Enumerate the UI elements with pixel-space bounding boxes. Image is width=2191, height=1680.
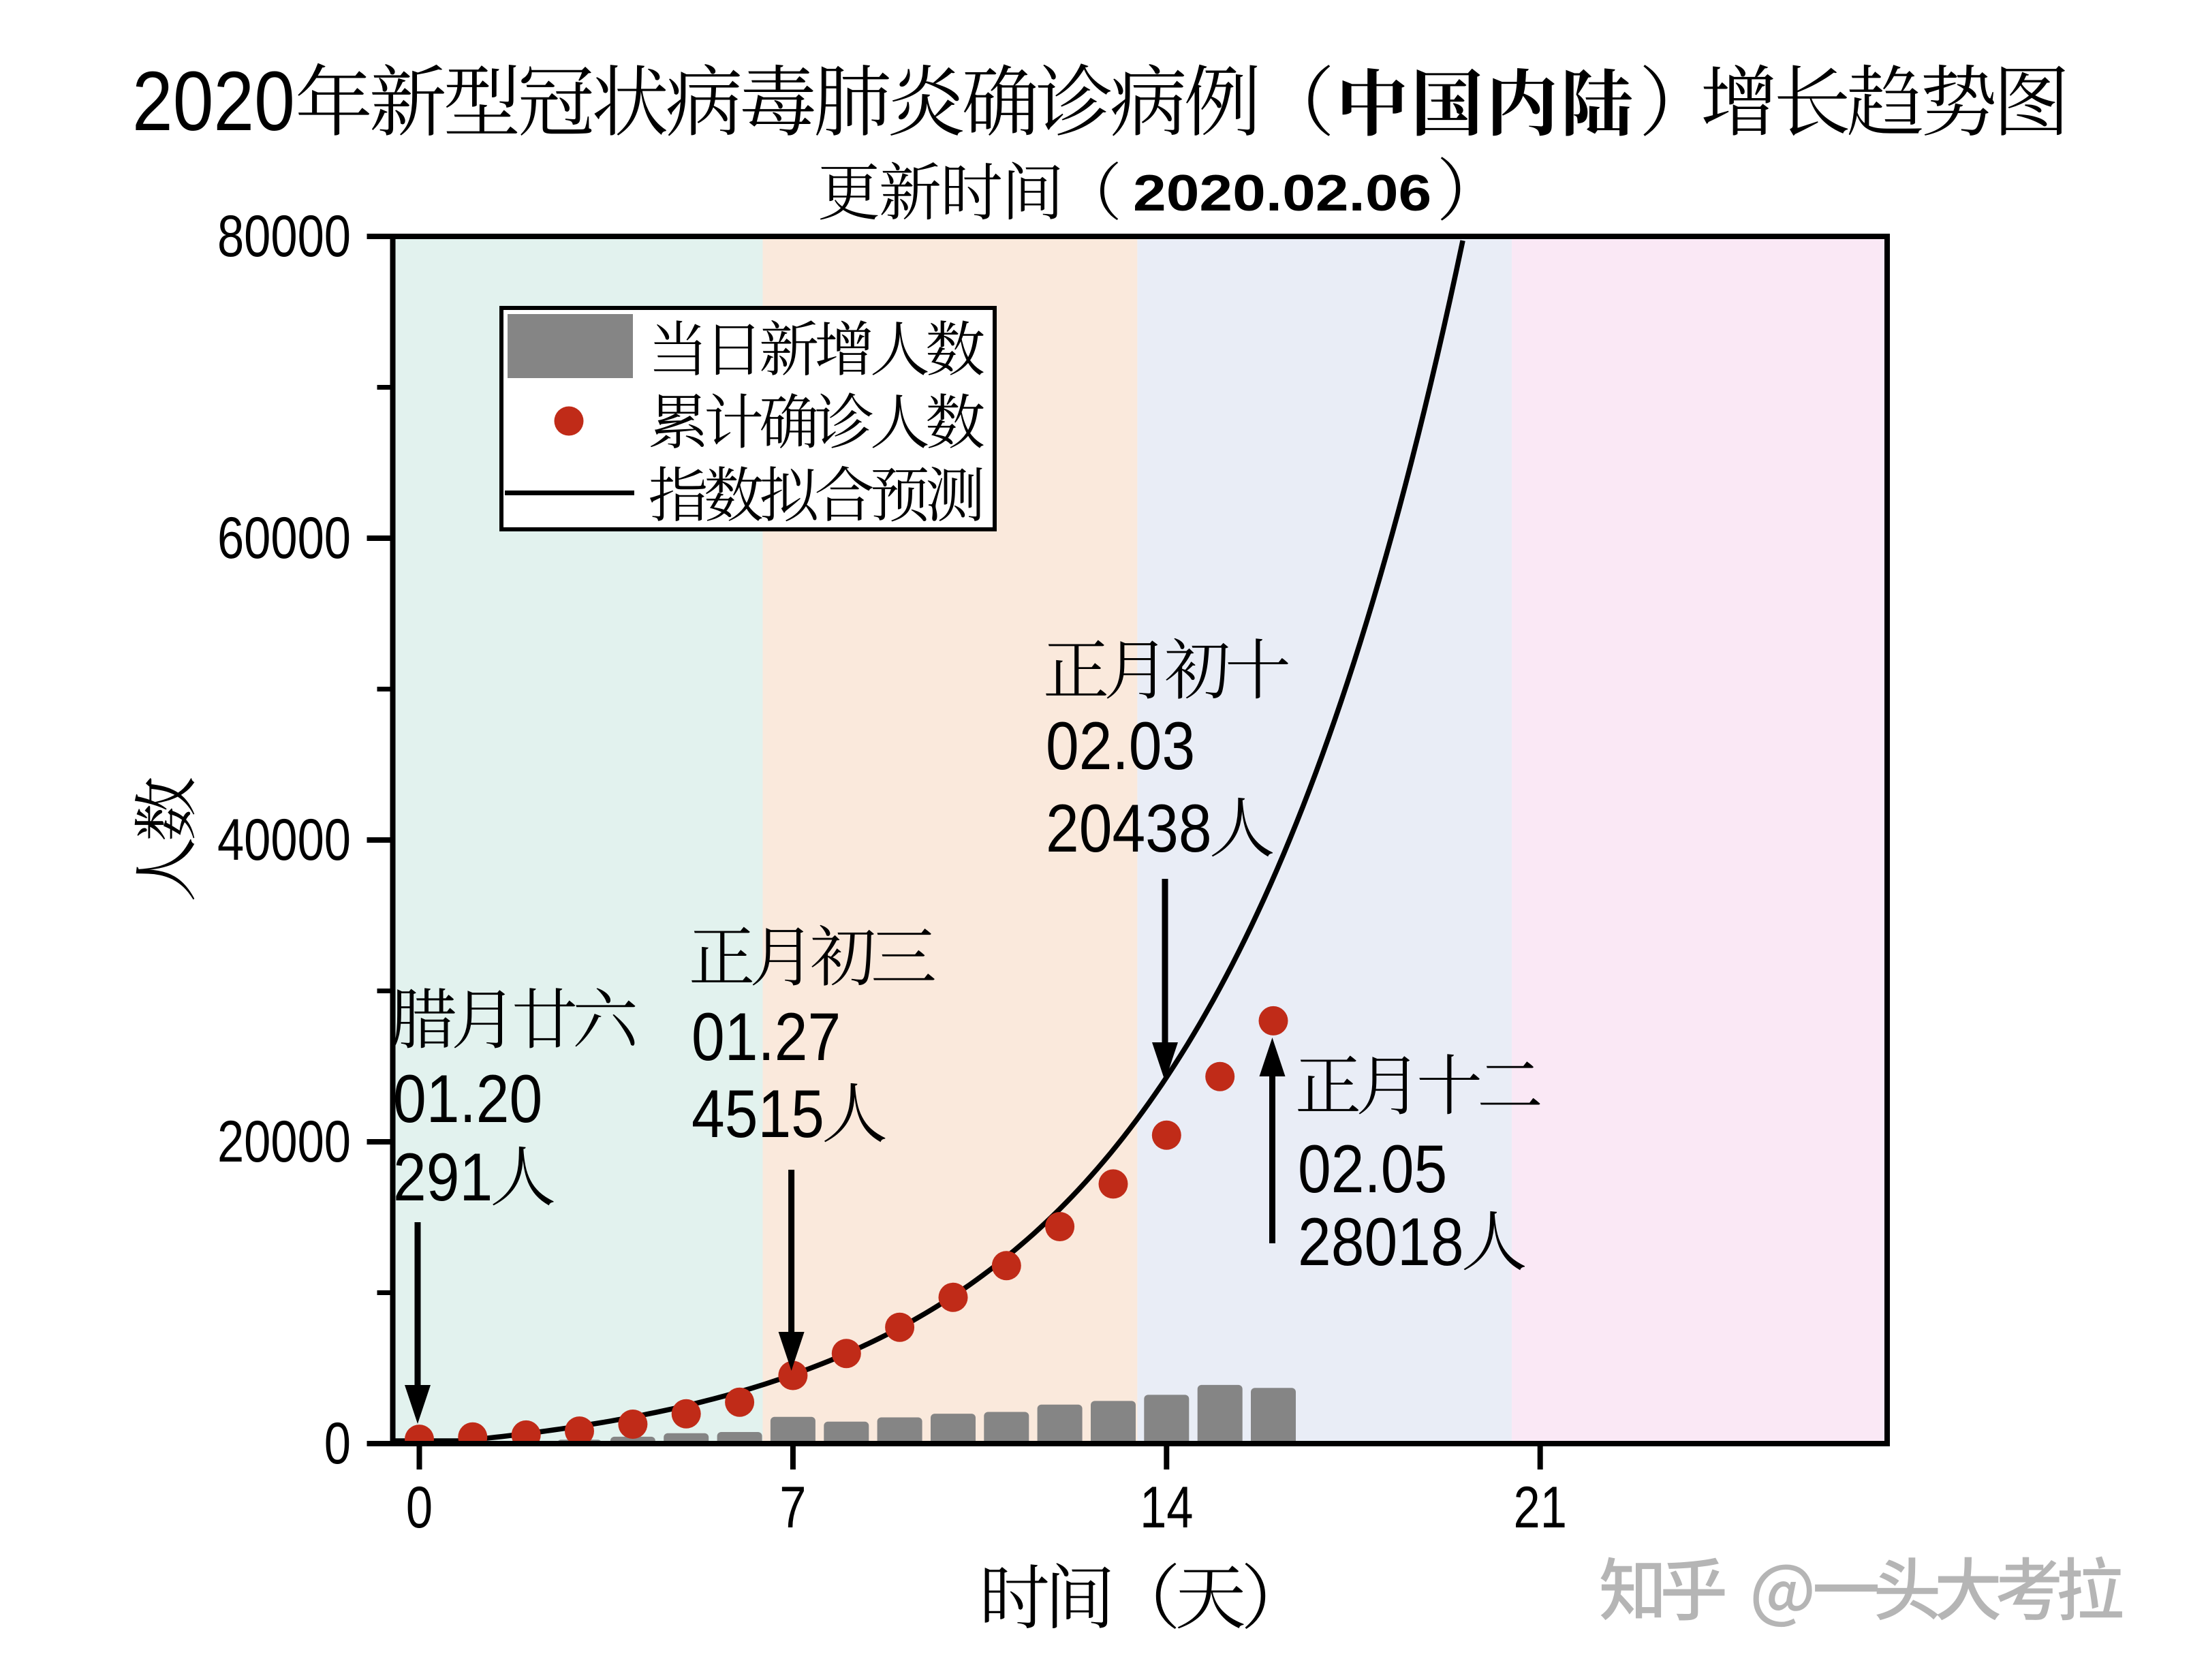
- svg-text:20438: 20438: [1046, 790, 1212, 866]
- svg-text:02.05: 02.05: [1298, 1131, 1447, 1207]
- svg-text:01.20: 01.20: [393, 1061, 542, 1136]
- svg-text:0: 0: [324, 1410, 351, 1476]
- svg-text:14: 14: [1140, 1474, 1193, 1540]
- svg-text:01.27: 01.27: [692, 999, 841, 1074]
- svg-text:2020.02.06: 2020.02.06: [1133, 165, 1431, 222]
- svg-text:2020: 2020: [132, 55, 295, 148]
- svg-text:60000: 60000: [217, 505, 351, 570]
- svg-text:28018: 28018: [1298, 1204, 1464, 1279]
- svg-text:4515: 4515: [692, 1076, 824, 1151]
- svg-text:0: 0: [406, 1474, 433, 1540]
- svg-text:291: 291: [393, 1139, 493, 1215]
- svg-text:21: 21: [1513, 1474, 1566, 1540]
- svg-text:02.03: 02.03: [1046, 708, 1195, 783]
- svg-text:7: 7: [779, 1474, 806, 1540]
- svg-text:80000: 80000: [217, 203, 351, 268]
- svg-text:40000: 40000: [217, 807, 351, 872]
- svg-text:20000: 20000: [217, 1108, 351, 1174]
